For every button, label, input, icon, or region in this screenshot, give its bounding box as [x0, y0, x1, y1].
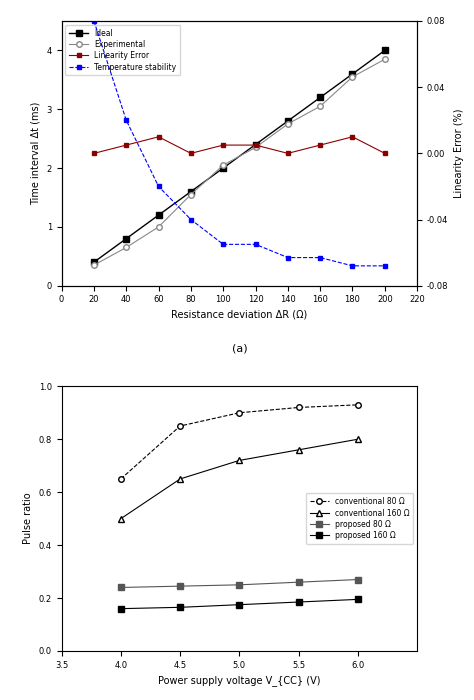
Legend: conventional 80 Ω, conventional 160 Ω, proposed 80 Ω, proposed 160 Ω: conventional 80 Ω, conventional 160 Ω, p… — [306, 494, 413, 544]
Line: Temperature stability: Temperature stability — [92, 19, 387, 268]
Ideal — [91, 258, 97, 267]
Linearity Error — [220, 141, 226, 149]
Ideal — [285, 117, 291, 125]
Experimental — [350, 73, 356, 81]
proposed 80 Ω — [296, 578, 301, 587]
Temperature stability — [91, 17, 97, 25]
proposed 160 Ω — [296, 598, 301, 606]
Temperature stability — [220, 240, 226, 248]
Linearity Error — [123, 141, 129, 149]
Line: proposed 80 Ω: proposed 80 Ω — [118, 577, 361, 590]
Line: conventional 160 Ω: conventional 160 Ω — [118, 437, 361, 522]
X-axis label: Resistance deviation ΔR (Ω): Resistance deviation ΔR (Ω) — [171, 310, 308, 320]
conventional 80 Ω — [237, 409, 242, 417]
Line: Experimental: Experimental — [91, 57, 388, 268]
Linearity Error — [350, 132, 356, 141]
Y-axis label: Time interval Δt (ms): Time interval Δt (ms) — [31, 102, 41, 205]
Linearity Error — [91, 149, 97, 158]
Line: conventional 80 Ω: conventional 80 Ω — [118, 402, 361, 482]
Line: Ideal: Ideal — [91, 48, 388, 265]
X-axis label: Power supply voltage V_{CC} (V): Power supply voltage V_{CC} (V) — [158, 676, 320, 686]
Temperature stability — [123, 116, 129, 125]
conventional 160 Ω — [177, 475, 183, 483]
Experimental — [123, 244, 129, 252]
Linearity Error — [156, 132, 162, 141]
Linearity Error — [285, 149, 291, 158]
Experimental — [317, 102, 323, 111]
proposed 160 Ω — [118, 604, 124, 612]
conventional 80 Ω — [296, 403, 301, 412]
Linearity Error — [253, 141, 258, 149]
Ideal — [188, 188, 194, 196]
Temperature stability — [188, 216, 194, 224]
Experimental — [91, 261, 97, 270]
Experimental — [253, 144, 258, 152]
proposed 80 Ω — [237, 580, 242, 589]
Experimental — [220, 161, 226, 169]
Experimental — [285, 120, 291, 128]
Experimental — [156, 223, 162, 231]
conventional 160 Ω — [355, 435, 361, 443]
proposed 80 Ω — [118, 583, 124, 592]
conventional 80 Ω — [118, 475, 124, 483]
conventional 160 Ω — [237, 456, 242, 465]
proposed 160 Ω — [355, 595, 361, 603]
Ideal — [382, 46, 388, 55]
conventional 80 Ω — [355, 400, 361, 409]
Ideal — [317, 93, 323, 102]
Y-axis label: Linearity Error (%): Linearity Error (%) — [454, 108, 464, 198]
Ideal — [220, 164, 226, 172]
proposed 80 Ω — [177, 582, 183, 590]
Y-axis label: Pulse ratio: Pulse ratio — [23, 493, 33, 545]
proposed 160 Ω — [177, 603, 183, 612]
Line: proposed 160 Ω: proposed 160 Ω — [118, 596, 361, 611]
proposed 80 Ω — [355, 575, 361, 584]
Temperature stability — [350, 262, 356, 270]
Ideal — [350, 70, 356, 78]
Temperature stability — [156, 182, 162, 190]
Legend: Ideal, Experimental, Linearity Error, Temperature stability: Ideal, Experimental, Linearity Error, Te… — [65, 25, 181, 76]
Temperature stability — [253, 240, 258, 248]
Linearity Error — [317, 141, 323, 149]
conventional 80 Ω — [177, 422, 183, 430]
Temperature stability — [317, 253, 323, 262]
Temperature stability — [285, 253, 291, 262]
Temperature stability — [382, 262, 388, 270]
Text: (a): (a) — [232, 344, 247, 354]
Linearity Error — [382, 149, 388, 158]
Linearity Error — [188, 149, 194, 158]
proposed 160 Ω — [237, 601, 242, 609]
conventional 160 Ω — [296, 446, 301, 454]
Experimental — [382, 55, 388, 64]
Experimental — [188, 190, 194, 199]
Line: Linearity Error: Linearity Error — [92, 134, 387, 155]
Ideal — [123, 234, 129, 243]
conventional 160 Ω — [118, 514, 124, 523]
Ideal — [156, 211, 162, 219]
Ideal — [253, 140, 258, 148]
